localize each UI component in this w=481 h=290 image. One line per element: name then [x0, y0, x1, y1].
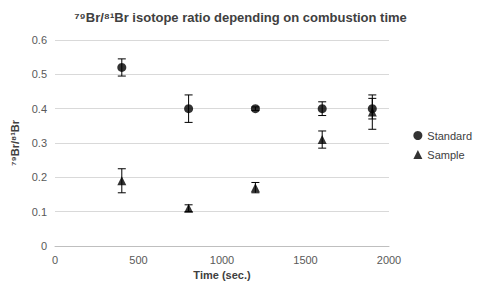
svg-text:500: 500 [129, 254, 147, 266]
svg-text:0: 0 [52, 254, 58, 266]
svg-text:Standard: Standard [427, 130, 472, 142]
svg-text:0.3: 0.3 [32, 137, 47, 149]
svg-text:0.6: 0.6 [32, 34, 47, 46]
svg-text:0.1: 0.1 [32, 206, 47, 218]
svg-text:Time (sec.): Time (sec.) [193, 269, 251, 281]
svg-text:1500: 1500 [293, 254, 317, 266]
svg-text:0: 0 [41, 240, 47, 252]
svg-text:⁷⁹Br/⁸¹Br: ⁷⁹Br/⁸¹Br [9, 119, 21, 166]
svg-text:0.4: 0.4 [32, 103, 47, 115]
svg-text:0.5: 0.5 [32, 68, 47, 80]
svg-text:2000: 2000 [377, 254, 401, 266]
svg-text:Sample: Sample [427, 149, 464, 161]
svg-text:⁷⁹Br/⁸¹Br isotope ratio depend: ⁷⁹Br/⁸¹Br isotope ratio depending on com… [74, 10, 407, 25]
svg-text:1000: 1000 [210, 254, 234, 266]
svg-text:0.2: 0.2 [32, 171, 47, 183]
